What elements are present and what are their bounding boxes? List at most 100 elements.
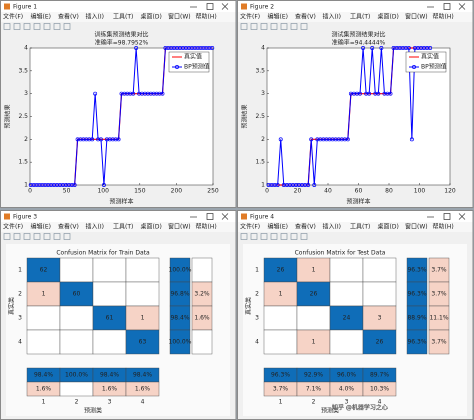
close-button[interactable] xyxy=(458,213,466,220)
menu-item[interactable]: 帮助(H) xyxy=(433,13,454,21)
summary-value: 1.6% xyxy=(194,315,210,322)
toolbar-button[interactable] xyxy=(270,23,278,30)
matrix-cell xyxy=(329,329,364,355)
toolbar-button[interactable] xyxy=(290,233,298,240)
menu-item[interactable]: 编辑(E) xyxy=(268,223,288,231)
toolbar-button[interactable] xyxy=(23,23,31,30)
menu-item[interactable]: 工具(T) xyxy=(113,14,133,21)
menu-item[interactable]: 查看(V) xyxy=(295,223,316,231)
y-axis-label: 真实类 xyxy=(245,297,253,315)
menu-item[interactable]: 查看(V) xyxy=(295,13,316,21)
menu-item[interactable]: 插入(I) xyxy=(323,223,341,231)
menu-item[interactable]: 文件(F) xyxy=(240,13,260,21)
menu-item[interactable]: 文件(F) xyxy=(3,13,23,21)
toolbar-button[interactable] xyxy=(3,233,11,240)
summary-value: 3.7% xyxy=(431,291,447,298)
menu-item[interactable]: 文件(F) xyxy=(240,223,260,231)
menu-item[interactable]: 帮助(H) xyxy=(433,223,454,231)
menu-item[interactable]: 窗口(W) xyxy=(405,223,428,231)
matrix-cell xyxy=(329,305,364,331)
maximize-button[interactable] xyxy=(206,213,214,220)
toolbar-button[interactable] xyxy=(53,23,61,30)
title-bar xyxy=(238,211,473,222)
chart-title: Confusion Matrix for Test Data xyxy=(295,250,386,257)
matrix-cell xyxy=(26,257,61,283)
x-tick-label: 2 xyxy=(75,399,79,406)
menu-item[interactable]: 编辑(E) xyxy=(31,223,51,231)
menu-item[interactable]: 文件(F) xyxy=(3,223,23,231)
menu-item[interactable]: 编辑(E) xyxy=(268,13,288,21)
toolbar-button[interactable] xyxy=(13,23,21,30)
menu-item[interactable]: 插入(I) xyxy=(86,13,104,21)
summary-cell xyxy=(191,329,213,355)
menu-item[interactable]: 帮助(H) xyxy=(196,13,217,21)
toolbar-button[interactable] xyxy=(43,233,51,240)
toolbar-button[interactable] xyxy=(23,233,31,240)
menu-item[interactable]: 查看(V) xyxy=(58,223,79,231)
maximize-button[interactable] xyxy=(443,213,451,220)
y-tick-label: 3.5 xyxy=(255,67,265,74)
toolbar-button[interactable] xyxy=(53,233,61,240)
matrix-cell xyxy=(59,281,94,307)
menu-item[interactable]: 工具(T) xyxy=(350,224,370,231)
summary-value: 1.6% xyxy=(36,386,52,393)
menu-item[interactable]: 编辑(E) xyxy=(31,13,51,21)
toolbar-button[interactable] xyxy=(63,23,71,30)
x-tick-label: 200 xyxy=(171,188,183,195)
toolbar-button[interactable] xyxy=(33,233,41,240)
toolbar-button[interactable] xyxy=(33,23,41,30)
close-button[interactable] xyxy=(221,213,229,220)
matrix-cell xyxy=(59,257,94,283)
legend-label: 真实值 xyxy=(184,53,202,61)
menu-item[interactable]: 帮助(H) xyxy=(196,223,217,231)
menu-item[interactable]: 插入(I) xyxy=(86,223,104,231)
summary-value: 4.0% xyxy=(339,386,355,393)
window-title: Figure 3 xyxy=(13,213,37,220)
maximize-button[interactable] xyxy=(206,3,214,10)
close-button[interactable] xyxy=(221,3,229,10)
menu-item[interactable]: 查看(V) xyxy=(58,13,79,21)
menu-item[interactable]: 桌面(D) xyxy=(141,13,162,21)
matrix-cell xyxy=(26,305,61,331)
menu-item[interactable]: 工具(T) xyxy=(113,224,133,231)
y-tick-label: 2 xyxy=(255,291,259,298)
matrix-cell xyxy=(263,305,298,331)
toolbar-button[interactable] xyxy=(250,23,258,30)
toolbar-button[interactable] xyxy=(280,233,288,240)
toolbar-button[interactable] xyxy=(280,23,288,30)
toolbar-button[interactable] xyxy=(270,233,278,240)
menu-item[interactable]: 工具(T) xyxy=(350,14,370,21)
summary-value: 1.6% xyxy=(135,386,151,393)
window-icon xyxy=(241,3,247,10)
toolbar-button[interactable] xyxy=(3,23,11,30)
menu-item[interactable]: 桌面(D) xyxy=(378,13,399,21)
toolbar-button[interactable] xyxy=(63,233,71,240)
x-tick-label: 250 xyxy=(207,188,219,195)
x-tick-label: 50 xyxy=(63,188,71,195)
close-button[interactable] xyxy=(458,3,466,10)
menu-item[interactable]: 窗口(W) xyxy=(405,13,428,21)
toolbar-button[interactable] xyxy=(300,233,308,240)
menu-item[interactable]: 桌面(D) xyxy=(141,223,162,231)
toolbar-button[interactable] xyxy=(300,23,308,30)
y-tick-label: 4 xyxy=(261,45,265,52)
menu-item[interactable]: 桌面(D) xyxy=(378,223,399,231)
matrix-cell xyxy=(329,281,364,307)
toolbar-button[interactable] xyxy=(43,23,51,30)
maximize-button[interactable] xyxy=(443,3,451,10)
toolbar-button[interactable] xyxy=(290,23,298,30)
menu-item[interactable]: 窗口(W) xyxy=(168,13,191,21)
toolbar-button[interactable] xyxy=(240,23,248,30)
menu-item[interactable]: 插入(I) xyxy=(323,13,341,21)
toolbar-button[interactable] xyxy=(260,233,268,240)
y-tick-label: 2.5 xyxy=(18,113,28,120)
menu-item[interactable]: 窗口(W) xyxy=(168,223,191,231)
series-marker xyxy=(99,137,103,142)
toolbar-button[interactable] xyxy=(240,233,248,240)
y-axis-label: 预测结果 xyxy=(4,104,12,128)
toolbar-button[interactable] xyxy=(13,233,21,240)
toolbar-button[interactable] xyxy=(250,233,258,240)
x-tick-label: 4 xyxy=(378,399,382,406)
toolbar-button[interactable] xyxy=(260,23,268,30)
cell-value: 1 xyxy=(42,291,46,298)
